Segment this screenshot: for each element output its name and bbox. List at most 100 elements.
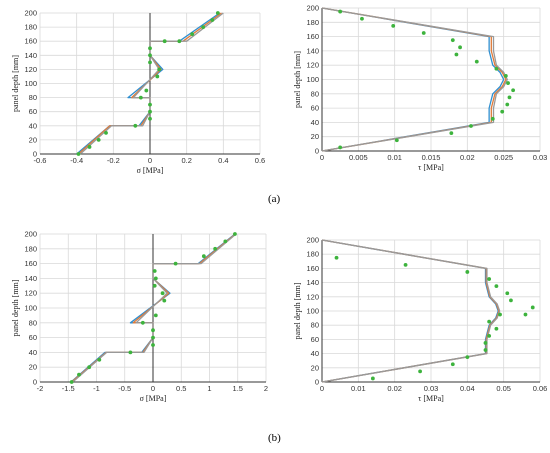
scatter-point	[505, 291, 510, 296]
x-tick-label: 0.04	[460, 384, 475, 393]
y-tick-label: 200	[24, 230, 37, 239]
scatter-point	[140, 320, 145, 325]
y-tick-label: 160	[306, 264, 319, 273]
scatter-point	[490, 116, 495, 121]
scatter-point	[500, 109, 505, 114]
scatter-point	[148, 102, 152, 107]
scatter-point	[338, 145, 343, 150]
scatter-point	[160, 291, 165, 296]
scatter-point	[503, 74, 508, 78]
scatter-point	[215, 11, 220, 15]
scatter-point	[144, 88, 149, 93]
scatter-point	[177, 39, 182, 44]
y-tick-label: 0	[315, 147, 319, 156]
y-tick-label: 0	[33, 150, 37, 159]
y-tick-label: 80	[29, 318, 37, 327]
scatter-point	[474, 59, 479, 64]
y-axis-label: panel depth [mm]	[11, 279, 20, 336]
scatter-point	[511, 88, 516, 93]
panel-label-a: (a)	[268, 193, 281, 205]
scatter-point	[133, 123, 138, 128]
x-tick-label: 2	[264, 384, 268, 393]
y-tick-label: 120	[24, 289, 37, 298]
x-tick-label: 0.02	[387, 384, 402, 393]
scatter-point	[487, 319, 492, 324]
scatter-point	[450, 38, 455, 43]
scatter-point	[96, 138, 101, 142]
scatter-point	[391, 23, 396, 28]
x-tick-label: 0.06	[533, 384, 548, 393]
scatter-point	[483, 348, 488, 352]
x-axis-label: τ [MPa]	[418, 163, 444, 172]
y-tick-label: 80	[29, 93, 37, 102]
scatter-point	[465, 355, 470, 360]
scatter-point	[213, 246, 218, 251]
x-tick-label: 0.015	[422, 153, 441, 162]
chart-a-tau: 0 0.005 0.01 0.015 0.02 0.025 0.03 0 20 40 60 80 100…	[293, 4, 547, 173]
y-tick-label: 200	[306, 4, 319, 13]
y-tick-label: 140	[24, 274, 37, 283]
y-tick-label: 100	[306, 75, 319, 84]
scatter-point	[233, 232, 237, 236]
x-tick-label: -1.5	[62, 384, 75, 393]
x-axis-label: σ [MPa]	[140, 394, 167, 403]
y-axis-label: panel depth [mm]	[293, 51, 302, 108]
y-tick-label: 40	[311, 349, 319, 358]
y-tick-label: 160	[24, 259, 37, 268]
scatter-point	[153, 276, 158, 281]
scatter-point	[152, 269, 157, 273]
y-axis-label: panel depth [mm]	[293, 282, 302, 339]
scatter-point	[498, 312, 502, 317]
scatter-point	[223, 239, 228, 244]
y-tick-label: 20	[311, 132, 319, 141]
x-tick-label: 0.025	[494, 153, 513, 162]
scatter-point	[394, 138, 399, 143]
series-line-3	[321, 7, 508, 152]
y-tick-label: 140	[306, 278, 319, 287]
scatter-point	[173, 261, 178, 266]
x-tick-label: 1.5	[233, 384, 243, 393]
x-tick-label: 0.4	[218, 156, 228, 165]
scatter-point	[421, 31, 426, 35]
x-tick-label: 0.005	[349, 153, 368, 162]
scatter-point	[483, 341, 488, 345]
scatter-point	[338, 9, 343, 14]
scatter-point	[530, 305, 535, 310]
x-tick-label: 1	[207, 384, 211, 393]
scatter-point	[494, 284, 499, 289]
y-tick-label: 200	[306, 236, 319, 245]
scatter-point	[104, 130, 108, 135]
scatter-point	[201, 254, 206, 259]
scatter-point	[201, 25, 206, 29]
scatter-point	[87, 365, 92, 370]
scatter-point	[334, 255, 339, 260]
x-tick-label: 0.05	[496, 384, 511, 393]
scatter-point	[487, 277, 492, 281]
y-tick-label: 40	[29, 121, 37, 130]
x-tick-label: 0.6	[255, 156, 265, 165]
scatter-point	[151, 343, 155, 347]
x-tick-label: 0.02	[460, 153, 475, 162]
scatter-point	[210, 18, 215, 22]
y-tick-label: 80	[311, 321, 319, 330]
scatter-point	[465, 270, 470, 274]
chart-b-tau: 0 0.01 0.02 0.03 0.04 0.05 0.06 0 20 40 60 80 100 120…	[293, 236, 547, 404]
scatter-point	[190, 32, 195, 37]
x-tick-label: 0.03	[533, 153, 548, 162]
y-tick-label: 60	[311, 335, 319, 344]
y-tick-label: 120	[306, 292, 319, 301]
scatter-point	[506, 81, 510, 85]
y-tick-label: 140	[24, 51, 37, 60]
x-tick-label: -0.4	[70, 156, 83, 165]
scatter-point	[487, 333, 492, 338]
scatter-point	[450, 362, 455, 367]
y-tick-label: 100	[24, 304, 37, 313]
y-tick-label: 0	[33, 378, 37, 387]
scatter-point	[87, 145, 92, 149]
scatter-point	[469, 124, 473, 128]
y-tick-label: 20	[29, 135, 37, 144]
y-tick-label: 60	[29, 107, 37, 116]
x-axis-label: σ [MPa]	[137, 166, 164, 175]
